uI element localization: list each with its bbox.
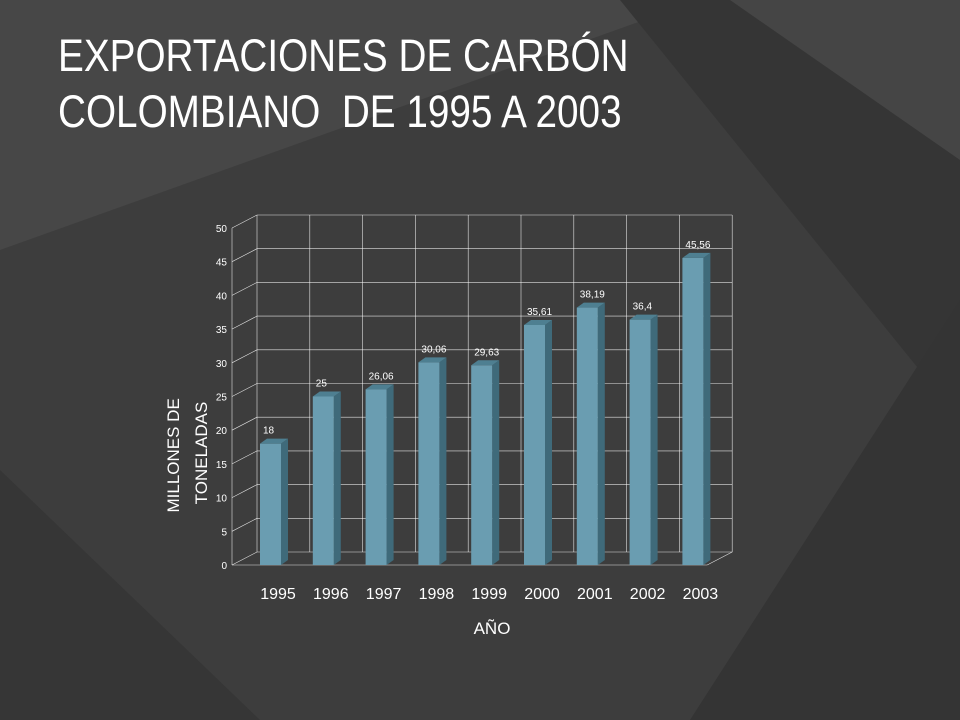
bar-front [524, 324, 545, 565]
y-axis-label-line-2: TONELADAS [192, 402, 211, 505]
slide-title: EXPORTACIONES DE CARBÓN COLOMBIANO DE 19… [58, 28, 763, 140]
data-label: 35,61 [527, 307, 552, 318]
bar-front [471, 365, 493, 565]
floor-right-edge [707, 551, 733, 566]
bar [418, 357, 447, 565]
x-tick-label: 2000 [524, 586, 560, 603]
x-tick-label: 1996 [313, 586, 349, 603]
slide-title-line-2: COLOMBIANO DE 1995 A 2003 [58, 86, 622, 137]
slide-title-line-1: EXPORTACIONES DE CARBÓN [58, 30, 629, 81]
bar-top [471, 360, 500, 366]
bar-top [629, 314, 658, 320]
data-label: 26,06 [369, 371, 394, 382]
grid-line-wall [231, 282, 258, 296]
chart-bars [260, 252, 711, 565]
bar-side [650, 314, 658, 565]
bar-side [703, 252, 711, 565]
y-tick-label: 0 [221, 561, 227, 572]
x-tick-label: 2001 [577, 586, 613, 603]
bar [629, 314, 658, 565]
x-tick-label: 2003 [683, 586, 719, 603]
y-axis-label-line-1: MILLONES DE [164, 398, 183, 512]
data-label: 45,56 [685, 240, 710, 251]
x-tick-label: 1998 [419, 586, 455, 603]
y-tick-label: 50 [216, 224, 228, 235]
y-tick-label: 30 [216, 359, 228, 370]
grid-line-wall [231, 518, 258, 532]
grid-line-wall [231, 315, 258, 330]
bar [312, 391, 341, 565]
bar-front [418, 362, 440, 565]
y-tick-label: 25 [216, 393, 228, 404]
bar-top [524, 319, 552, 325]
bar-front [365, 389, 387, 565]
bar-side [281, 438, 288, 565]
x-tick-label: 1999 [471, 586, 507, 603]
bar-top [418, 357, 447, 363]
y-tick-label: 15 [216, 460, 228, 471]
y-tick-label: 45 [216, 258, 228, 269]
data-label: 36,4 [633, 302, 653, 313]
x-axis-label: AÑO [474, 619, 511, 638]
bar-top [365, 384, 394, 390]
x-axis-categories: 1995 1996 1997 1998 1999 2000 2001 2002 2003 [260, 586, 718, 603]
data-label: 25 [316, 379, 328, 390]
bar-side [439, 357, 447, 565]
data-label: 38,19 [580, 290, 605, 301]
y-tick-label: 5 [221, 527, 227, 538]
data-label: 30,06 [421, 344, 446, 355]
bar-front [312, 396, 334, 565]
bar-top [682, 252, 711, 258]
bar [365, 384, 394, 565]
data-labels: 18 25 26,06 30,06 29,63 35,61 38,19 36,4 45,56 [263, 240, 711, 437]
y-tick-label: 35 [216, 325, 228, 336]
y-tick-label: 20 [216, 426, 228, 437]
y-axis-ticks: 0 5 10 15 20 25 30 35 40 45 50 [216, 224, 228, 572]
y-axis-label: MILLONES DE TONELADAS [164, 393, 211, 512]
bar-front [629, 319, 651, 565]
grid-line-wall [231, 450, 258, 465]
data-label: 18 [263, 426, 275, 437]
grid-line-wall [231, 248, 258, 262]
bar-side [333, 391, 341, 565]
data-label: 29,63 [474, 347, 499, 358]
grid-line-wall [231, 416, 258, 431]
grid-line-wall [231, 349, 258, 364]
y-tick-label: 10 [216, 494, 228, 505]
bar-top [576, 302, 605, 308]
bar [524, 319, 552, 565]
grid-line-wall [231, 484, 258, 498]
bar-side [492, 360, 500, 565]
x-tick-label: 1997 [366, 586, 402, 603]
x-tick-label: 1995 [260, 586, 296, 603]
bar [260, 438, 288, 565]
bar-front [682, 257, 704, 565]
bar [576, 302, 605, 565]
y-tick-label: 40 [216, 291, 228, 302]
bar [682, 252, 711, 565]
grid-line-wall [231, 383, 258, 397]
bar-side [597, 302, 605, 565]
x-tick-label: 2002 [630, 586, 666, 603]
grid-line-wall [231, 214, 258, 229]
bar-front [260, 443, 281, 565]
bar-top [260, 438, 288, 444]
bar-front [576, 307, 598, 565]
bar-top [312, 391, 341, 397]
bar-side [545, 319, 552, 565]
grid-line-wall [231, 551, 258, 566]
bar [471, 360, 500, 565]
bar-side [386, 384, 394, 565]
